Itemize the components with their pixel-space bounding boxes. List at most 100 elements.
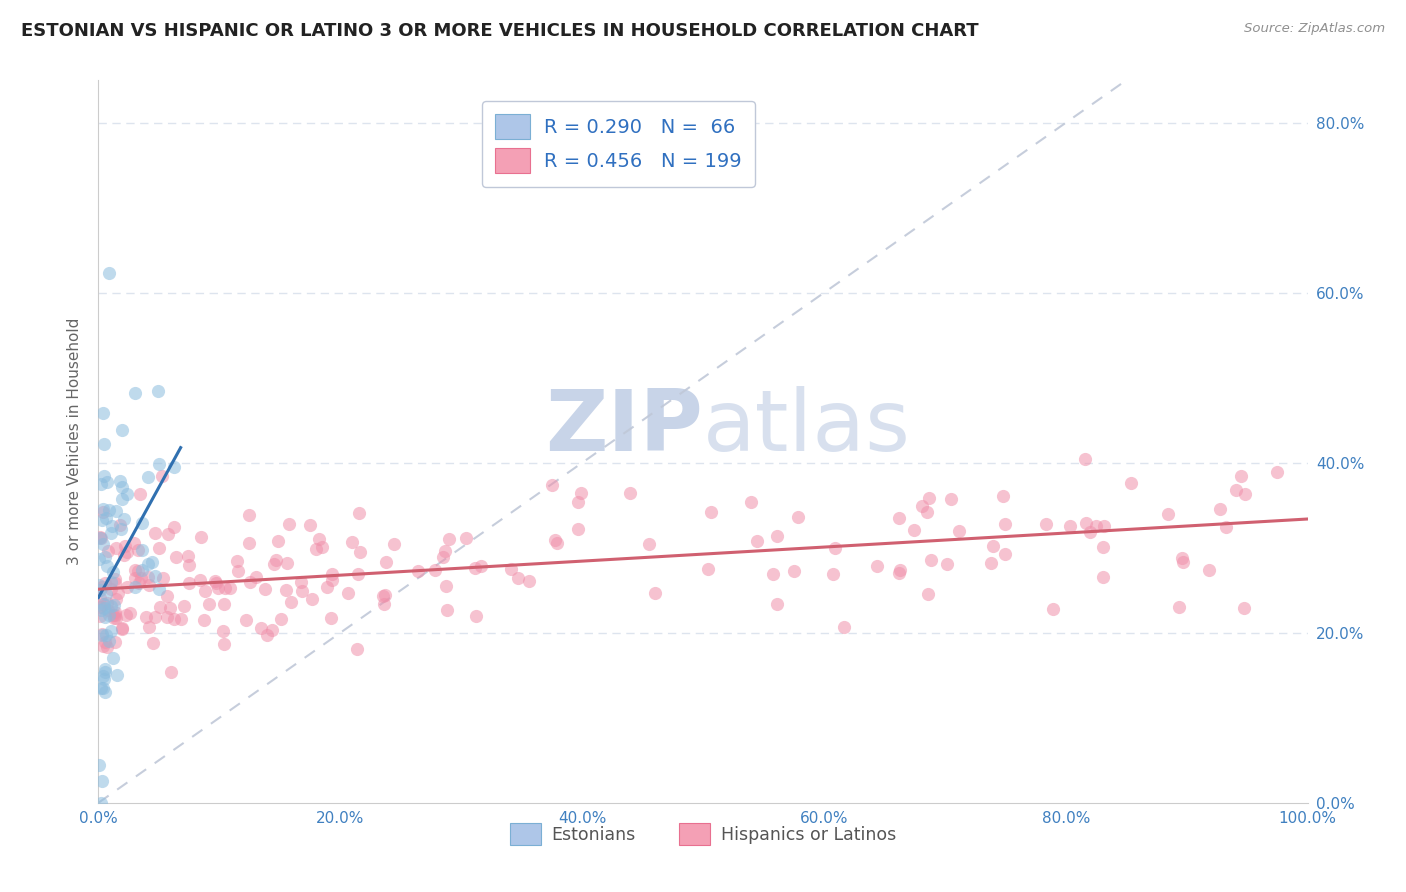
Point — [131, 516, 153, 531]
Point — [90, 681, 112, 696]
Point — [90, 513, 112, 527]
Point — [506, 571, 529, 585]
Point — [267, 533, 290, 548]
Point — [1229, 468, 1251, 483]
Point — [94, 609, 117, 624]
Point — [156, 589, 179, 603]
Point — [311, 540, 333, 554]
Point — [143, 525, 166, 540]
Point — [131, 563, 153, 577]
Point — [170, 612, 193, 626]
Point — [100, 582, 122, 596]
Point — [93, 685, 115, 699]
Point — [262, 623, 284, 637]
Point — [903, 523, 925, 537]
Point — [994, 547, 1017, 561]
Point — [433, 543, 456, 558]
Point — [266, 552, 288, 566]
Point — [150, 469, 173, 483]
Text: Source: ZipAtlas.com: Source: ZipAtlas.com — [1244, 22, 1385, 36]
Point — [93, 469, 115, 483]
Point — [762, 567, 785, 582]
Point — [619, 485, 641, 500]
Point — [173, 599, 195, 613]
Point — [105, 541, 128, 556]
Point — [567, 494, 589, 508]
Point — [152, 571, 174, 585]
Point — [747, 533, 769, 548]
Point — [111, 491, 134, 506]
Point — [915, 505, 938, 519]
Point — [97, 544, 120, 558]
Point — [782, 565, 804, 579]
Point — [346, 641, 368, 656]
Point — [117, 486, 139, 500]
Point — [263, 557, 285, 571]
Point — [911, 499, 934, 513]
Point — [190, 530, 212, 544]
Point — [1121, 475, 1143, 490]
Point — [253, 582, 276, 596]
Point — [89, 599, 111, 614]
Point — [93, 549, 115, 564]
Point — [198, 597, 221, 611]
Point — [105, 504, 128, 518]
Point — [425, 564, 447, 578]
Point — [91, 406, 114, 420]
Point — [148, 541, 170, 555]
Point — [165, 550, 187, 565]
Point — [131, 542, 153, 557]
Point — [235, 613, 257, 627]
Point — [337, 586, 360, 600]
Point — [1074, 451, 1097, 466]
Point — [100, 624, 122, 638]
Point — [340, 534, 363, 549]
Point — [941, 492, 963, 507]
Point — [156, 610, 179, 624]
Point — [436, 602, 458, 616]
Point — [994, 516, 1017, 531]
Point — [93, 597, 115, 611]
Point — [89, 532, 111, 546]
Point — [124, 580, 146, 594]
Point — [115, 545, 138, 559]
Point — [94, 587, 117, 601]
Point — [111, 621, 134, 635]
Point — [1091, 570, 1114, 584]
Point — [256, 628, 278, 642]
Point — [138, 577, 160, 591]
Point — [104, 591, 127, 606]
Point — [103, 611, 125, 625]
Y-axis label: 3 or more Vehicles in Household: 3 or more Vehicles in Household — [67, 318, 83, 566]
Point — [98, 633, 121, 648]
Point — [382, 537, 405, 551]
Point — [1234, 486, 1257, 500]
Point — [567, 522, 589, 536]
Point — [697, 561, 720, 575]
Point — [740, 495, 762, 509]
Point — [432, 550, 454, 565]
Point — [920, 553, 942, 567]
Point — [98, 607, 121, 622]
Point — [212, 624, 235, 639]
Point — [91, 505, 114, 519]
Point — [93, 437, 115, 451]
Point — [108, 517, 131, 532]
Point — [89, 591, 111, 606]
Point — [129, 487, 152, 501]
Point — [219, 581, 242, 595]
Point — [111, 622, 134, 636]
Point — [637, 537, 659, 551]
Point — [374, 555, 396, 569]
Point — [91, 597, 114, 611]
Point — [1084, 518, 1107, 533]
Point — [374, 589, 396, 603]
Point — [111, 480, 134, 494]
Point — [270, 612, 292, 626]
Point — [226, 553, 249, 567]
Point — [935, 557, 957, 571]
Point — [1156, 507, 1178, 521]
Point — [163, 612, 186, 626]
Point — [115, 607, 138, 622]
Point — [866, 559, 889, 574]
